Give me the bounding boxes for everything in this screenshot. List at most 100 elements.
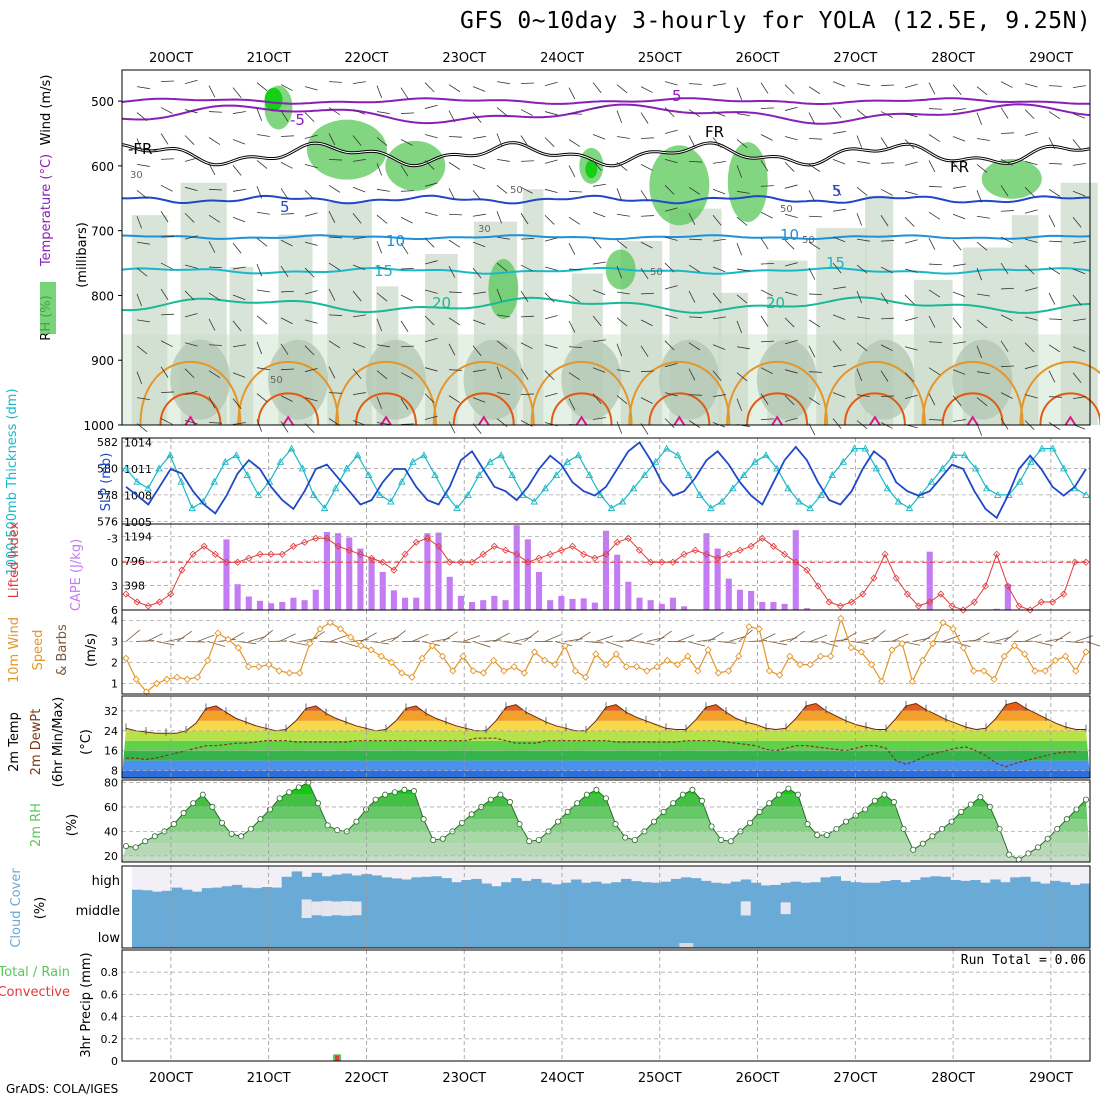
thickness-marker (177, 477, 185, 485)
wind-barb (256, 419, 263, 432)
wind-barb (352, 290, 362, 302)
wind-barb (784, 395, 795, 406)
li-marker (836, 602, 844, 610)
wind-marker (929, 639, 937, 648)
wind-barb (1024, 342, 1035, 353)
wind-barb (760, 82, 769, 94)
li-marker (769, 542, 778, 550)
wind-barb (352, 368, 362, 380)
wind-barb (520, 135, 529, 147)
wind-barb (688, 290, 696, 303)
wind-barb (640, 292, 655, 295)
wind-barb (640, 164, 653, 171)
li-marker (412, 538, 420, 546)
cloud-cell-low (421, 921, 432, 948)
cloud-axis-label: Cloud Cover (9, 868, 24, 948)
wind-barb (952, 341, 966, 345)
x-tick-label: 23OCT (442, 1071, 486, 1086)
wind-marker (459, 652, 467, 660)
wind-barb (856, 394, 870, 398)
wind-barb (256, 393, 268, 403)
cloud-cell-middle (521, 893, 532, 921)
wind-marker (357, 642, 365, 650)
wind-barb (448, 188, 456, 201)
y-tick-label: -3 (107, 532, 118, 545)
wind-barb (184, 79, 198, 85)
cloud-gap (311, 901, 323, 916)
cloud-cell-high (630, 881, 642, 893)
rh-shade (425, 253, 458, 425)
wind-barb (256, 211, 270, 215)
thickness-marker (817, 490, 825, 498)
cloud-cell-middle (171, 893, 183, 921)
li-marker (501, 546, 510, 554)
cape-bar (558, 595, 565, 610)
rh-marker (324, 822, 331, 829)
li-marker (222, 558, 231, 566)
wind-marker (755, 625, 763, 633)
rh-marker (314, 800, 321, 807)
wind-barb (605, 641, 624, 648)
cloud-cell-high (161, 890, 173, 893)
cloud-cell-high (571, 879, 582, 893)
wind-barb (904, 394, 918, 399)
wind-barb (472, 213, 486, 217)
wind-barb (688, 238, 703, 241)
wind-barb (279, 633, 296, 642)
wind-barb (568, 268, 583, 271)
isotherm-25 (921, 361, 1024, 426)
wind-marker (347, 633, 355, 641)
contour-label: 15 (826, 254, 845, 272)
wind-barb (520, 160, 535, 162)
cloud-cell-high (720, 883, 732, 893)
wind-barb (904, 294, 915, 305)
cloud-cell-high (431, 876, 442, 893)
wind-barb (760, 315, 769, 327)
cape-bar (547, 600, 554, 610)
wind-marker (479, 669, 488, 677)
wind-barb (592, 211, 606, 218)
wind-barb (304, 190, 315, 200)
wind-barb (1000, 418, 1009, 430)
cloud-cell-low (311, 921, 323, 948)
wind-barb (808, 138, 823, 140)
contour-label: 5 (672, 87, 682, 105)
li-marker (368, 554, 376, 562)
wind-axis-label: 10m Wind (7, 617, 22, 683)
cloud-cell-middle (471, 893, 482, 921)
wind-barb (520, 82, 535, 85)
y-tick-label: 32 (104, 705, 118, 718)
wind-marker (408, 673, 416, 681)
cloud-cell-high (611, 882, 622, 893)
wind-barb (640, 370, 655, 373)
wind-barb (448, 239, 461, 248)
cape-bar (312, 589, 319, 610)
wind-barb (328, 184, 341, 193)
cloud-cell-middle (630, 893, 642, 921)
cloud-cell-middle (581, 893, 592, 921)
thickness-marker (1016, 477, 1024, 485)
contour-label: 5 (832, 182, 842, 200)
wind-barb (136, 640, 155, 642)
wind-marker (122, 654, 130, 662)
wind-barb (496, 314, 510, 318)
cloud-cell-low (601, 921, 612, 948)
isotherm-30 (257, 392, 320, 426)
cloud-cell-low (850, 921, 861, 948)
wind-marker (530, 648, 539, 656)
li-marker (1004, 582, 1012, 590)
wind-barb (712, 160, 726, 164)
cloud-cell-low (491, 921, 502, 948)
wind-barb (928, 289, 941, 298)
cloud-cell-low (690, 921, 702, 948)
cloud-cell-low (171, 921, 183, 948)
y-tick-label: 0.4 (101, 1011, 119, 1024)
wind-barb (256, 289, 270, 293)
cloud-cell-middle (431, 893, 442, 921)
wind-barb (808, 397, 821, 406)
wind-barb (1048, 215, 1056, 227)
li-marker (859, 590, 867, 598)
cloud-cell-high (660, 881, 672, 893)
rh-marker (1035, 844, 1042, 851)
wind-barb (1024, 83, 1038, 88)
